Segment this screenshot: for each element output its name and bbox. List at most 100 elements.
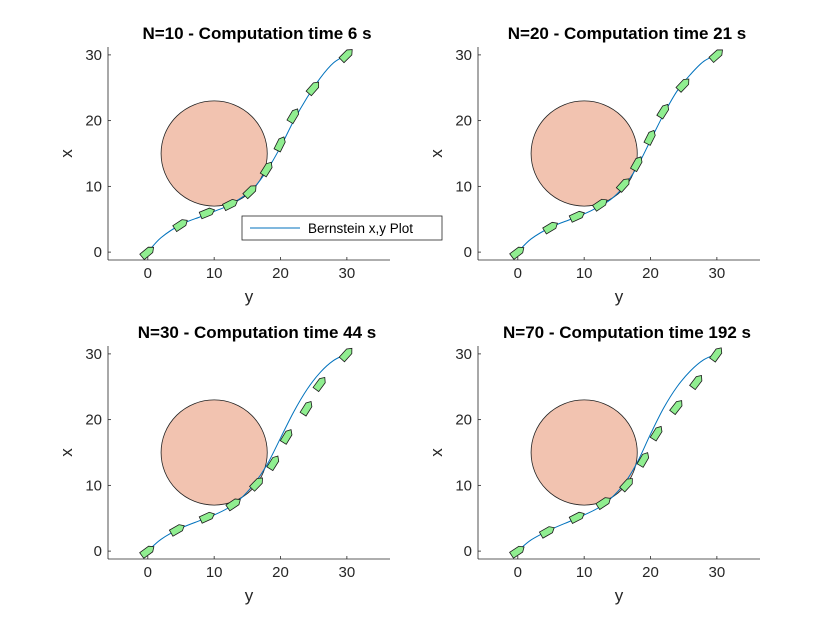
vehicle-marker [168,524,185,537]
vehicle-marker [568,210,585,223]
subplot-2: 0 10 20 30 0 10 20 30 y x N=20 - Computation time … [427,24,760,306]
x-tick-label: 0 [514,564,522,581]
vehicle-marker [509,545,525,559]
vehicle-marker [656,103,670,120]
x-tick-label: 30 [339,564,356,581]
vehicle-marker [225,498,241,512]
vehicle-marker [338,49,353,64]
y-axis-label: x [427,448,446,457]
y-tick-label: 30 [455,346,472,363]
x-tick-label: 10 [576,265,593,282]
y-tick-label: 0 [94,543,102,560]
subplot-1: 0 10 20 30 0 10 20 30 y x N=10 - Computation time … [57,24,443,306]
x-tick-label: 0 [144,564,152,581]
plot-content [139,347,353,559]
vehicle-marker [286,108,300,125]
vehicle-marker [266,455,280,472]
vehicle-marker [649,425,663,442]
y-tick-label: 30 [455,47,472,64]
plot-content [509,347,723,559]
x-tick-label: 30 [709,564,726,581]
subplot-title: N=70 - Computation time 192 s [503,323,751,342]
x-tick-label: 30 [339,265,356,282]
x-tick-label: 0 [514,265,522,282]
x-axis-label: y [245,287,254,306]
obstacle-circle [160,100,268,207]
x-tick-label: 0 [144,265,152,282]
y-tick-label: 30 [85,47,102,64]
legend: Bernstein x,y Plot [241,215,443,241]
vehicle-marker [338,347,353,363]
vehicle-marker [709,347,723,363]
vehicle-marker [259,161,273,178]
vehicle-marker [643,129,656,146]
subplot-3: 0 10 20 30 0 10 20 30 y x N=30 - Computation time … [57,323,390,605]
y-tick-label: 20 [85,113,102,130]
vehicle-marker [636,452,650,468]
x-axis-label: y [615,586,624,605]
vehicle-marker [242,185,257,200]
x-tick-label: 10 [206,564,223,581]
y-tick-label: 30 [85,346,102,363]
x-axis-label: y [615,287,624,306]
x-tick-label: 20 [642,564,659,581]
y-tick-label: 0 [464,543,472,560]
vehicle-marker [198,207,216,220]
vehicle-marker [689,375,703,391]
x-axis-label: y [245,586,254,605]
x-tick-label: 30 [709,265,726,282]
y-tick-label: 10 [455,477,472,494]
x-tick-label: 10 [576,564,593,581]
y-tick-label: 20 [455,412,472,429]
legend-entry: Bernstein x,y Plot [308,221,413,236]
vehicle-marker [249,477,263,492]
vehicle-marker [221,198,238,212]
plot-content [139,49,353,260]
vehicle-marker [675,78,690,93]
vehicle-marker [299,400,313,417]
y-axis-label: x [57,448,76,457]
vehicle-marker [139,545,155,559]
y-tick-label: 20 [85,412,102,429]
subplot-title: N=20 - Computation time 21 s [508,24,747,43]
y-tick-label: 0 [464,244,472,261]
vehicle-marker [198,511,215,524]
vehicle-marker [172,219,188,233]
vehicle-marker [279,429,293,445]
subplot-title: N=10 - Computation time 6 s [142,24,371,43]
vehicle-marker [139,246,155,260]
vehicle-marker [669,400,683,416]
y-tick-label: 10 [85,178,102,195]
vehicle-marker [708,49,723,64]
x-tick-label: 10 [206,265,223,282]
vehicle-marker [592,198,608,212]
y-tick-label: 10 [85,477,102,494]
obstacle-circle [530,399,638,506]
plot-content [509,49,723,260]
y-axis-label: x [57,149,76,158]
vehicle-marker [619,478,633,493]
vehicle-marker [629,156,643,173]
y-tick-label: 20 [455,113,472,130]
y-tick-label: 10 [455,178,472,195]
obstacle-circle [160,399,268,506]
vehicle-marker [615,178,630,193]
vehicle-marker [542,221,558,235]
vehicle-marker [305,81,320,97]
x-tick-label: 20 [642,265,659,282]
obstacle-circle [530,100,638,207]
vehicle-marker [595,497,611,511]
x-tick-label: 20 [272,564,289,581]
vehicle-marker [273,136,286,153]
subplot-4: 0 10 20 30 0 10 20 30 y x N=70 - Computation time … [427,323,760,605]
subplot-title: N=30 - Computation time 44 s [138,323,377,342]
vehicle-marker [568,511,585,525]
x-tick-label: 20 [272,265,289,282]
y-tick-label: 0 [94,244,102,261]
vehicle-marker [312,376,326,393]
y-axis-label: x [427,149,446,158]
vehicle-marker [509,246,525,260]
vehicle-marker [538,526,555,539]
